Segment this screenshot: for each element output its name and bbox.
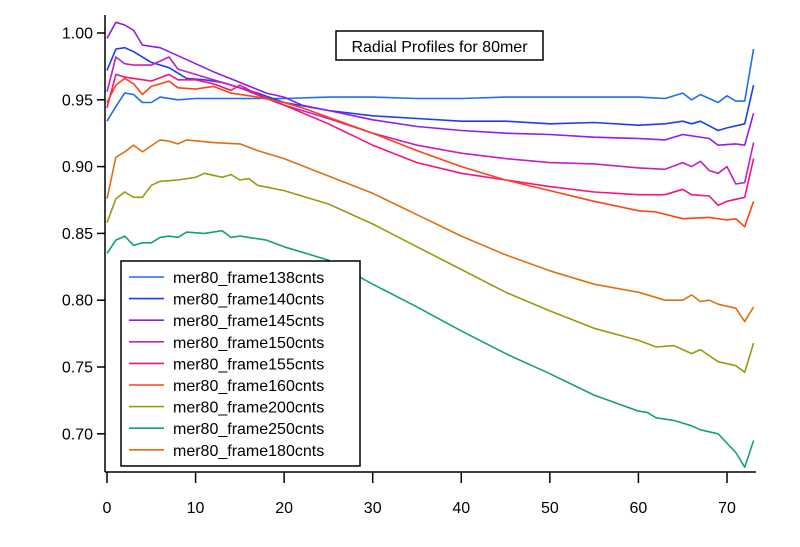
series-line-mer80_frame150cnts	[106, 56, 755, 185]
y-tick-label: 0.95	[62, 92, 93, 109]
legend-label: mer80_frame138cnts	[173, 270, 324, 287]
y-tick-label: 1.00	[62, 26, 93, 43]
x-tick-label: 70	[718, 500, 736, 517]
x-tick-label: 60	[630, 500, 648, 517]
legend-label: mer80_frame180cnts	[173, 443, 324, 460]
axes: 0.70 0.75 0.80 0.85 0.90 0.95 1.00 0 10 20 30 40 50 6…	[62, 15, 756, 517]
y-tick-label: 0.90	[62, 159, 93, 176]
y-tick-label: 0.70	[62, 426, 93, 443]
series-line-mer80_frame180cnts	[106, 139, 755, 323]
series-line-mer80_frame250cnts	[106, 229, 755, 469]
series-line-mer80_frame200cnts	[106, 172, 755, 374]
y-tick-label: 0.75	[62, 360, 93, 377]
x-tick-label: 30	[364, 500, 382, 517]
legend: mer80_frame138cnts mer80_frame140cnts mer8…	[120, 260, 361, 467]
legend-label: mer80_frame155cnts	[173, 356, 324, 373]
x-tick-label: 20	[275, 500, 293, 517]
legend-label: mer80_frame140cnts	[173, 292, 324, 309]
legend-label: mer80_frame150cnts	[173, 335, 324, 352]
x-tick-label: 50	[541, 500, 559, 517]
x-tick-label: 0	[103, 500, 112, 517]
legend-label: mer80_frame200cnts	[173, 400, 324, 417]
legend-label: mer80_frame160cnts	[173, 378, 324, 395]
chart-title: Radial Profiles for 80mer	[351, 39, 528, 56]
series-line-mer80_frame138cnts	[106, 48, 755, 122]
chart-title-box: Radial Profiles for 80mer	[335, 30, 544, 61]
y-tick-label: 0.85	[62, 226, 93, 243]
series-line-mer80_frame160cnts	[106, 77, 755, 228]
legend-label: mer80_frame250cnts	[173, 421, 324, 438]
series-layer	[106, 21, 755, 469]
series-line-mer80_frame145cnts	[106, 21, 755, 146]
legend-label: mer80_frame145cnts	[173, 313, 324, 330]
y-tick-label: 0.80	[62, 293, 93, 310]
series-line-mer80_frame140cnts	[106, 46, 755, 132]
x-tick-label: 10	[187, 500, 205, 517]
series-line-mer80_frame155cnts	[106, 73, 755, 207]
x-tick-label: 40	[452, 500, 470, 517]
